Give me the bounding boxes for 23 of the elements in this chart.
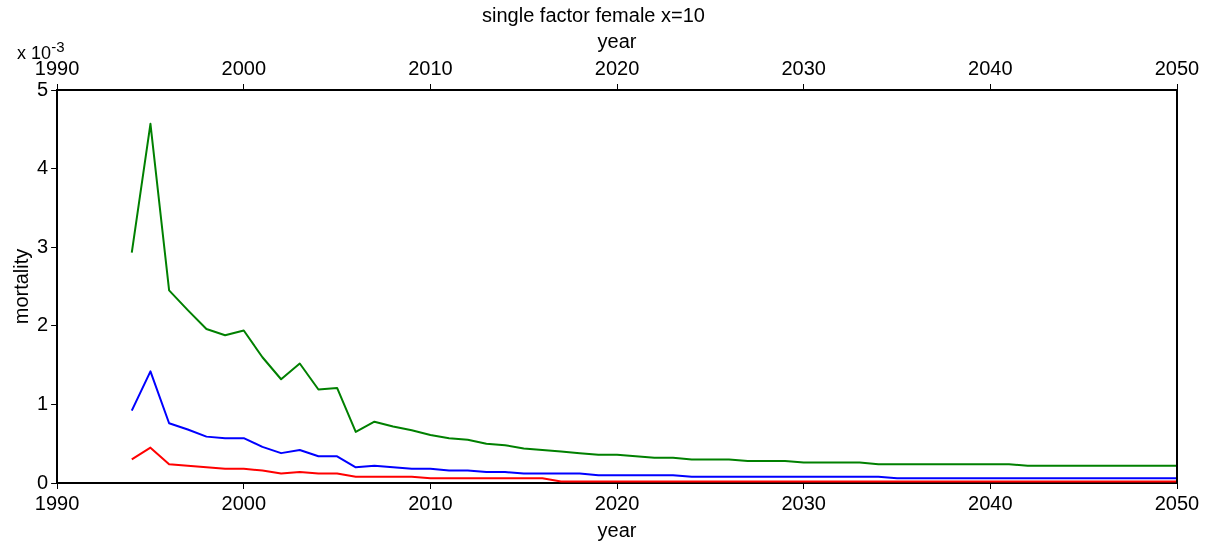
y-tick-label: 1 <box>37 391 49 414</box>
x-tick-label: 2000 <box>221 491 267 514</box>
y-tick-label: 2 <box>37 313 49 336</box>
y-tick-label: 4 <box>37 156 49 179</box>
x2-tick-label: 2030 <box>781 56 826 79</box>
x-tick-label: 2050 <box>1154 491 1200 514</box>
x-axis-title: year <box>597 518 637 541</box>
y-tick-label: 0 <box>37 470 49 493</box>
x-tick-label: 2020 <box>594 491 640 514</box>
x2-tick-label: 2050 <box>1154 56 1200 79</box>
x-tick-label: 2030 <box>781 491 826 514</box>
x2-tick-label: 2010 <box>408 56 453 79</box>
x2-tick-label: 2040 <box>968 56 1013 79</box>
y-tick-label: 5 <box>37 77 49 100</box>
x-tick-label: 1990 <box>34 491 80 514</box>
x-tick-label: 2010 <box>408 491 453 514</box>
x-tick-label: 2040 <box>968 491 1013 514</box>
x2-tick-label: 2020 <box>594 56 640 79</box>
y-axis-title: mortality <box>9 248 32 325</box>
y-tick-label: 3 <box>37 234 49 257</box>
x2-tick-label: 2000 <box>221 56 267 79</box>
x2-axis-title: year <box>597 29 637 52</box>
chart-title: single factor female x=10 <box>482 3 705 26</box>
